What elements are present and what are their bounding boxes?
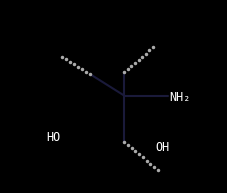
- Text: HO: HO: [46, 130, 60, 144]
- Text: NH₂: NH₂: [170, 91, 191, 104]
- Text: OH: OH: [155, 141, 169, 154]
